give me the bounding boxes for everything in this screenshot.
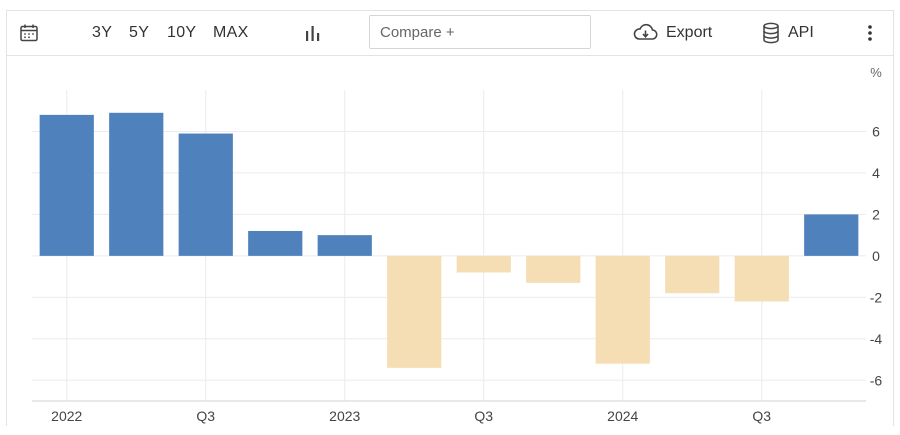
compare-input[interactable] [369, 15, 591, 49]
y-tick-label: -2 [870, 289, 883, 305]
y-tick-label: 4 [872, 165, 880, 181]
calendar-icon[interactable] [19, 11, 39, 55]
bar-5[interactable] [387, 255, 442, 368]
bar-2[interactable] [178, 133, 233, 256]
x-tick-label: 2024 [607, 408, 638, 424]
bar-1[interactable] [109, 112, 164, 256]
api-label: API [788, 24, 814, 41]
range-10y-button[interactable]: 10Y [167, 24, 197, 41]
y-tick-label: -4 [870, 331, 883, 347]
more-vertical-icon[interactable] [867, 11, 873, 55]
y-tick-label: 2 [872, 206, 880, 222]
range-3y-button[interactable]: 3Y [92, 24, 113, 41]
bar-4[interactable] [317, 235, 372, 256]
bar-7[interactable] [526, 255, 581, 283]
export-button[interactable]: Export [632, 11, 712, 55]
bar-6[interactable] [456, 255, 511, 273]
bar-chart: 6 4 2 0 -2 -4 -6 2022 Q3 2023 Q3 2024 Q3 % [32, 65, 883, 424]
bar-9[interactable] [665, 255, 720, 294]
chart-area: 6 4 2 0 -2 -4 -6 2022 Q3 2023 Q3 2024 Q3 % [0, 56, 900, 430]
x-tick-label: 2023 [329, 408, 360, 424]
range-5y-button[interactable]: 5Y [129, 24, 150, 41]
y-unit-label: % [870, 65, 882, 80]
export-label: Export [666, 24, 713, 41]
x-tick-label: Q3 [196, 408, 215, 424]
cloud-download-icon [632, 23, 658, 43]
bar-3[interactable] [248, 230, 303, 256]
bar-8[interactable] [595, 255, 650, 364]
x-tick-label: 2022 [51, 408, 82, 424]
bar-0[interactable] [39, 114, 94, 256]
y-tick-label: -6 [870, 372, 883, 388]
bar-10[interactable] [734, 255, 789, 302]
range-max-button[interactable]: MAX [213, 24, 249, 41]
y-tick-label: 0 [872, 248, 880, 264]
bar-11[interactable] [804, 214, 859, 256]
x-tick-label: Q3 [752, 408, 771, 424]
chart-toolbar: 3Y 5Y 10Y MAX Export API [6, 10, 894, 56]
bar-chart-icon[interactable] [304, 11, 322, 55]
y-tick-label: 6 [872, 123, 880, 139]
database-icon [762, 22, 780, 44]
api-button[interactable]: API [762, 11, 814, 55]
x-tick-label: Q3 [474, 408, 493, 424]
